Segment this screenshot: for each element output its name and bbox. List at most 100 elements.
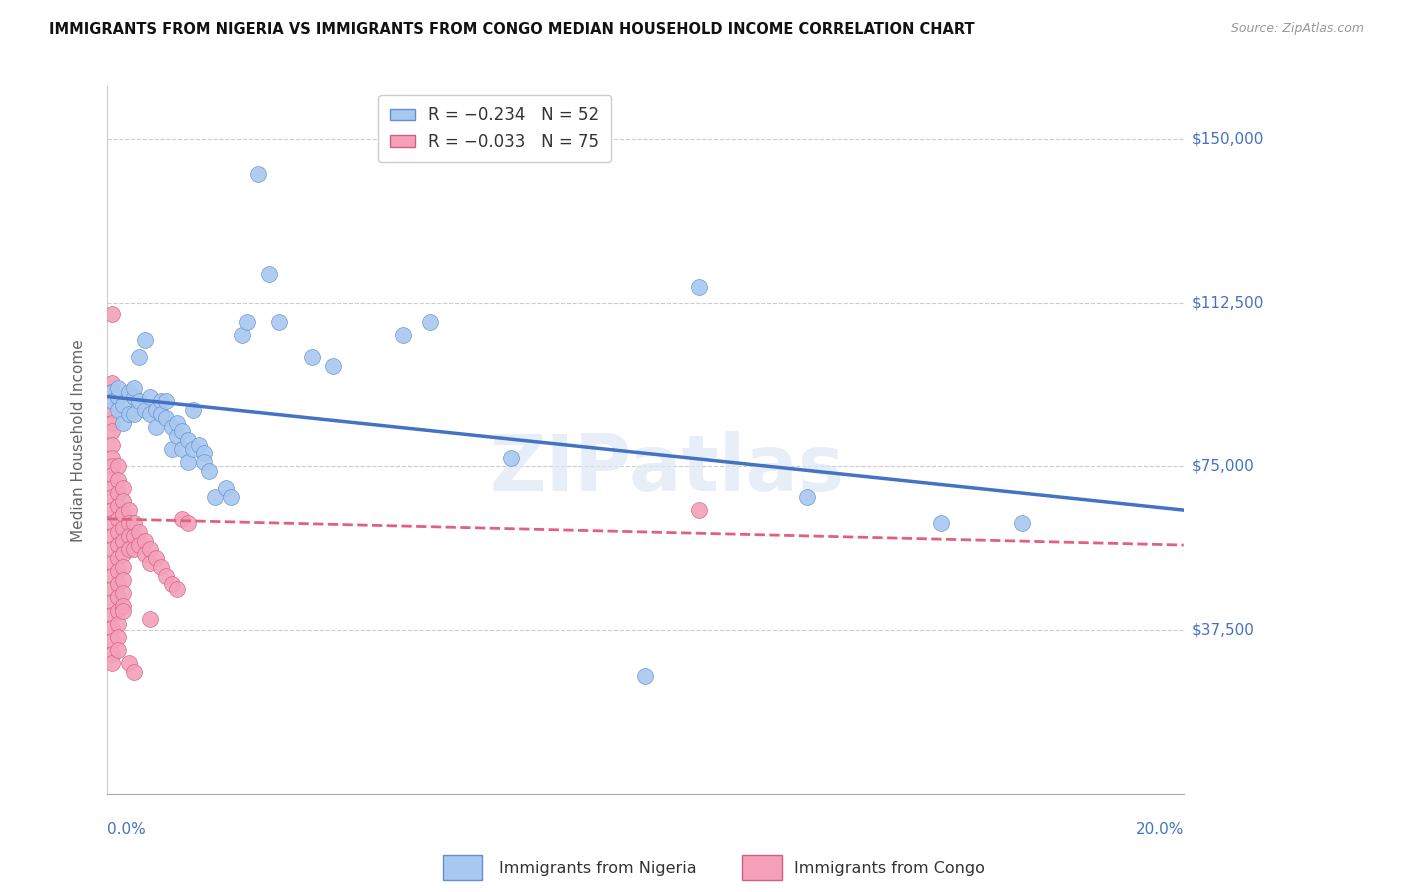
Point	[145, 551, 167, 566]
Point	[117, 516, 139, 531]
Point	[101, 459, 124, 474]
Point	[122, 407, 145, 421]
Point	[231, 328, 253, 343]
Point	[117, 385, 139, 400]
Point	[117, 407, 139, 421]
Point	[107, 390, 129, 404]
Point	[122, 665, 145, 679]
Point	[145, 420, 167, 434]
Point	[117, 503, 139, 517]
Text: Source: ZipAtlas.com: Source: ZipAtlas.com	[1230, 22, 1364, 36]
Point	[107, 616, 129, 631]
Point	[107, 643, 129, 657]
Point	[101, 393, 124, 408]
Point	[128, 350, 150, 364]
Point	[122, 381, 145, 395]
Point	[101, 385, 124, 400]
Point	[112, 508, 135, 522]
Point	[112, 586, 135, 600]
Point	[101, 402, 124, 417]
Point	[101, 621, 124, 635]
Point	[117, 529, 139, 543]
Point	[107, 564, 129, 578]
Point	[177, 434, 200, 448]
Point	[107, 473, 129, 487]
Point	[392, 328, 415, 343]
Point	[112, 520, 135, 534]
Point	[101, 595, 124, 609]
Point	[112, 547, 135, 561]
Point	[117, 542, 139, 557]
Point	[101, 648, 124, 662]
Point	[214, 481, 236, 495]
Point	[139, 542, 162, 557]
Point	[139, 407, 162, 421]
Text: 0.0%: 0.0%	[107, 822, 146, 837]
Point	[134, 547, 156, 561]
Point	[198, 464, 221, 478]
Point	[177, 455, 200, 469]
Point	[149, 393, 172, 408]
Point	[107, 524, 129, 539]
Point	[499, 450, 522, 465]
Point	[139, 612, 162, 626]
Point	[128, 538, 150, 552]
Point	[107, 381, 129, 395]
Point	[160, 577, 183, 591]
Point	[134, 533, 156, 548]
Point	[101, 306, 124, 320]
Point	[101, 376, 124, 391]
Point	[101, 568, 124, 582]
Point	[145, 402, 167, 417]
Point	[101, 425, 124, 439]
Point	[1011, 516, 1033, 531]
Point	[112, 533, 135, 548]
Point	[107, 591, 129, 605]
Text: $150,000: $150,000	[1192, 131, 1264, 146]
Point	[107, 538, 129, 552]
Point	[101, 503, 124, 517]
Point	[160, 420, 183, 434]
Point	[246, 167, 269, 181]
Point	[322, 359, 344, 373]
Point	[101, 582, 124, 596]
Point	[634, 669, 657, 683]
Point	[134, 333, 156, 347]
Point	[139, 390, 162, 404]
Point	[193, 446, 215, 460]
Point	[139, 556, 162, 570]
Point	[134, 402, 156, 417]
Point	[101, 529, 124, 543]
Point	[107, 512, 129, 526]
Point	[172, 442, 194, 456]
Point	[269, 315, 291, 329]
Point	[112, 398, 135, 412]
Point	[149, 560, 172, 574]
Point	[101, 416, 124, 430]
Point	[177, 516, 200, 531]
Point	[181, 402, 204, 417]
Point	[107, 402, 129, 417]
Point	[101, 634, 124, 648]
Point	[107, 604, 129, 618]
Point	[149, 407, 172, 421]
Text: 20.0%: 20.0%	[1136, 822, 1184, 837]
Point	[187, 437, 209, 451]
Point	[122, 390, 145, 404]
Point	[419, 315, 441, 329]
Point	[112, 560, 135, 574]
Point	[155, 411, 177, 425]
Point	[160, 442, 183, 456]
Point	[101, 450, 124, 465]
Point	[128, 524, 150, 539]
Point	[796, 490, 818, 504]
Point	[101, 481, 124, 495]
Point	[101, 490, 124, 504]
Point	[101, 556, 124, 570]
Point	[931, 516, 953, 531]
Point	[122, 529, 145, 543]
Text: Immigrants from Nigeria: Immigrants from Nigeria	[499, 862, 697, 876]
Text: $112,500: $112,500	[1192, 295, 1264, 310]
Point	[101, 437, 124, 451]
Point	[117, 656, 139, 670]
